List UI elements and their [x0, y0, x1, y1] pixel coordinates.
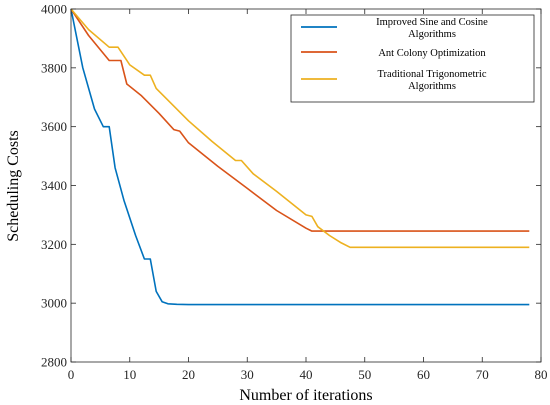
y-tick-label: 3800 [41, 60, 67, 75]
legend-label-2: Ant Colony Optimization [378, 48, 486, 59]
x-tick-label: 10 [123, 367, 136, 382]
x-tick-label: 30 [241, 367, 254, 382]
x-tick-label: 40 [300, 367, 313, 382]
ticks-layer: 0 10 20 30 40 50 60 70 80 2800 3000 3200 3400 3600 380… [41, 2, 548, 383]
y-tick-label: 4000 [41, 2, 67, 17]
legend-label-1: Improved Sine and Cosine [376, 17, 488, 28]
y-tick-label: 3000 [41, 296, 67, 311]
x-tick-label: 0 [68, 367, 75, 382]
x-tick-label: 50 [358, 367, 371, 382]
x-tick-label: 60 [417, 367, 430, 382]
series-line-3 [70, 8, 530, 249]
legend-label-3: Algorithms [408, 81, 456, 92]
y-tick-label: 3400 [41, 178, 67, 193]
x-axis-title: Number of iterations [239, 387, 372, 404]
x-tick-label: 80 [535, 367, 548, 382]
legend-label-3: Traditional Trigonometric [378, 69, 487, 80]
x-tick-label: 20 [182, 367, 195, 382]
x-tick-label: 70 [476, 367, 489, 382]
legend-label-1: Algorithms [408, 29, 456, 40]
legend-box [290, 14, 535, 103]
y-tick-label: 3600 [41, 119, 67, 134]
y-tick-label: 2800 [41, 355, 67, 370]
series-line-1 [70, 8, 530, 306]
y-tick-label: 3200 [41, 237, 67, 252]
series-layer [70, 8, 530, 306]
y-axis-title: Scheduling Costs [5, 130, 22, 242]
series-line-2 [70, 8, 530, 232]
